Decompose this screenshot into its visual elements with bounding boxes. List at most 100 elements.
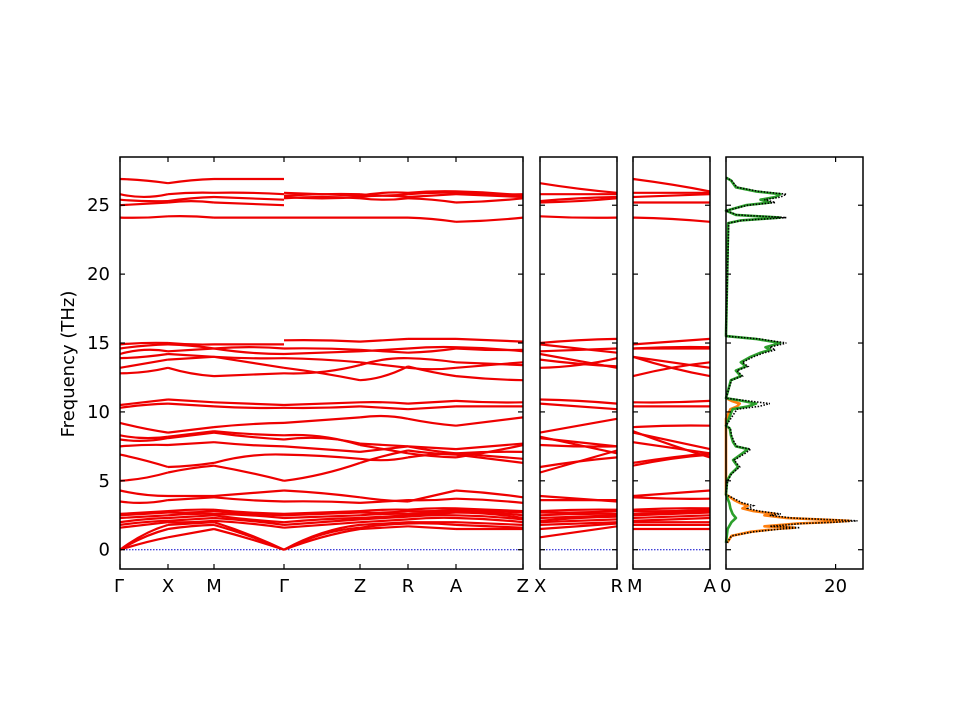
band-line-Z-R-7 [359, 510, 409, 514]
x-tick-label: X [162, 576, 174, 597]
band-line-M-A-12 [632, 452, 711, 464]
band-line-X-R-15 [539, 435, 618, 455]
band-line-Z-R-29 [359, 191, 409, 197]
band-line-X-M-17 [167, 402, 215, 408]
band-line-M-Γ-26 [213, 201, 285, 207]
band-line-R-A-14 [407, 445, 457, 451]
band-line-Γ-X-25 [119, 215, 169, 219]
band-line-A-Z-14 [455, 442, 524, 451]
band-line-R-A-10 [407, 489, 457, 503]
band-line-Z-R-23 [359, 348, 409, 354]
band-line-M-Γ-15 [213, 430, 285, 437]
band-line-Z-R-0 [359, 525, 409, 531]
dos-curve-partial-1 [724, 396, 851, 544]
band-line-X-M-16 [167, 426, 215, 434]
band-line-X-R-18 [539, 398, 618, 405]
band-line-Γ-X-22 [119, 348, 169, 356]
band-line-R-A-0 [407, 525, 457, 531]
band-line-Γ-X-27 [119, 198, 169, 203]
band-line-Γ-X-26 [119, 201, 169, 207]
band-line-Γ-X-5 [119, 516, 169, 524]
band-line-A-Z-9 [455, 497, 524, 504]
band-line-M-Γ-2 [213, 521, 285, 551]
x-tick-label: R [610, 576, 623, 597]
band-line-M-A-5 [632, 511, 711, 517]
dos-x-tick-label: 20 [824, 576, 847, 597]
band-line-Γ-X-21 [119, 352, 169, 360]
band-line-X-R-0 [539, 525, 618, 539]
band-line-X-M-3 [167, 519, 215, 524]
band-line-X-M-23 [167, 343, 215, 350]
band-line-R-A-23 [407, 347, 457, 354]
band-line-X-M-27 [167, 195, 215, 203]
band-line-Γ-X-3 [119, 521, 169, 529]
band-line-X-M-12 [167, 461, 215, 469]
band-line-Z-R-12 [359, 456, 409, 462]
band-line-M-A-10 [632, 489, 711, 498]
band-line-Γ-X-17 [119, 402, 169, 409]
band-line-R-A-19 [407, 357, 457, 364]
band-line-A-Z-16 [455, 416, 524, 427]
band-line-Γ-Z-15 [283, 433, 361, 447]
band-line-R-A-18 [407, 399, 457, 405]
band-line-Γ-Z-27 [283, 195, 361, 200]
band-panel-path1: Γ X M Γ Z R A Z 0 5 10 15 20 25 [87, 156, 529, 597]
band-line-Γ-Z-24 [283, 339, 361, 343]
band-line-Γ-Z-29 [283, 191, 361, 197]
band-line-M-Γ-4 [213, 516, 285, 526]
band-line-Γ-Z-7 [283, 511, 361, 517]
y-axis-label: Frequency (THz) [58, 291, 79, 438]
band-line-X-R-24 [539, 337, 618, 345]
band-line-X-M-4 [167, 516, 215, 522]
band-line-Γ-X-16 [119, 421, 169, 434]
dos-panel: 0 20 [720, 156, 864, 597]
band-line-Z-R-17 [359, 405, 409, 411]
band-line-M-A-7 [632, 508, 711, 513]
band-line-Z-R-10 [359, 496, 409, 503]
band-line-A-Z-19 [455, 361, 524, 367]
band-line-M-A-4 [632, 514, 711, 520]
band-line-R-A-15 [407, 452, 457, 459]
x-tick-label: Z [354, 576, 366, 597]
band-line-M-A-6 [632, 510, 711, 515]
x-tick-label: Γ [114, 576, 124, 597]
band-line-Γ-Z-22 [283, 350, 361, 356]
band-line-X-M-0 [167, 527, 215, 539]
band-line-M-Γ-21 [213, 355, 285, 360]
band-line-X-M-28 [167, 191, 215, 196]
band-line-A-Z-15 [455, 443, 524, 459]
band-line-R-A-4 [407, 514, 457, 518]
band-line-M-A-15 [632, 430, 711, 459]
band-line-X-M-11 [167, 464, 215, 474]
band-line-M-A-21 [632, 355, 711, 369]
band-line-Γ-Z-6 [283, 514, 361, 520]
band-line-X-M-9 [167, 496, 215, 502]
band-line-R-A-8 [407, 507, 457, 511]
band-line-M-A-25 [632, 216, 711, 223]
band-line-Γ-X-28 [119, 193, 169, 199]
band-line-R-A-17 [407, 405, 457, 411]
band-line-X-R-21 [539, 352, 618, 369]
band-line-X-M-29 [167, 177, 215, 185]
band-line-Γ-X-15 [119, 434, 169, 440]
band-line-M-Γ-18 [213, 401, 285, 407]
band-line-Γ-Z-23 [283, 347, 361, 351]
band-line-Z-R-19 [359, 357, 409, 367]
band-line-X-R-8 [539, 508, 618, 513]
band-line-X-M-5 [167, 514, 215, 520]
band-line-A-Z-8 [455, 507, 524, 513]
x-tick-label: A [450, 576, 463, 597]
dos-x-tick-label: 0 [720, 576, 731, 597]
band-line-A-Z-2 [455, 521, 524, 526]
band-line-R-A-25 [407, 216, 457, 223]
band-line-M-Γ-10 [213, 489, 285, 498]
band-line-A-Z-5 [455, 511, 524, 520]
band-line-Γ-X-2 [119, 523, 169, 551]
band-line-Γ-Z-17 [283, 405, 361, 410]
band-line-Z-R-20 [359, 365, 409, 382]
band-line-Z-R-26 [359, 197, 409, 201]
band-line-A-Z-26 [455, 197, 524, 204]
band-line-R-A-16 [407, 417, 457, 427]
